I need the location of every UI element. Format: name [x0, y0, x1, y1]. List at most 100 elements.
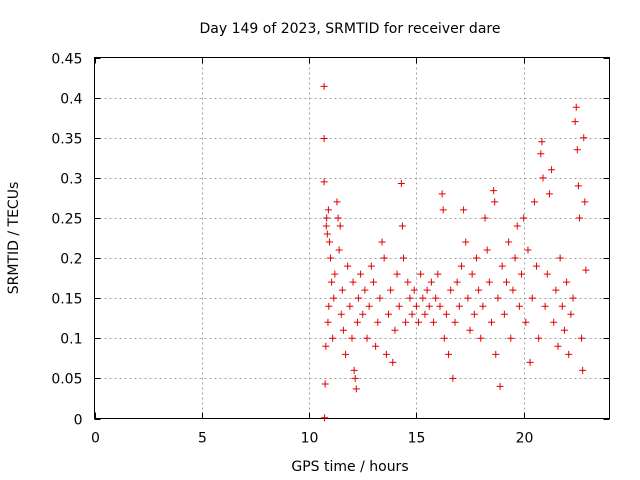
data-point: [378, 238, 386, 246]
data-point: [552, 286, 560, 294]
data-point: [389, 358, 397, 366]
data-point: [543, 270, 551, 278]
data-point: [415, 318, 423, 326]
data-point: [361, 286, 369, 294]
x-tick-label: 20: [516, 431, 534, 447]
data-point: [554, 342, 562, 350]
data-point: [349, 278, 357, 286]
data-point: [466, 326, 474, 334]
data-point: [440, 334, 448, 342]
data-point: [334, 214, 342, 222]
data-point: [457, 262, 465, 270]
data-point: [571, 118, 579, 126]
data-point: [487, 318, 495, 326]
data-point: [404, 278, 412, 286]
plot-area-frame: [94, 57, 610, 419]
data-point: [421, 310, 429, 318]
data-point: [518, 270, 526, 278]
data-point: [494, 294, 502, 302]
x-tick-labels: 0 5 10 15 20: [91, 431, 533, 447]
data-point: [445, 350, 453, 358]
data-point: [500, 310, 508, 318]
data-point: [580, 134, 588, 142]
data-point: [351, 374, 359, 382]
data-point: [575, 214, 583, 222]
data-point: [380, 254, 388, 262]
data-point: [344, 262, 352, 270]
data-point: [515, 302, 523, 310]
data-point: [491, 198, 499, 206]
x-tick-label: 0: [91, 431, 100, 447]
data-point: [329, 334, 337, 342]
y-tick-label: 0.15: [51, 292, 82, 308]
data-point: [507, 334, 515, 342]
data-point: [320, 82, 328, 90]
data-point: [322, 342, 330, 350]
data-point: [325, 302, 333, 310]
data-point: [330, 294, 338, 302]
data-point: [325, 238, 333, 246]
data-point: [425, 302, 433, 310]
data-point: [451, 318, 459, 326]
chart-title: Day 149 of 2023, SRMTID for receiver dar…: [200, 21, 501, 37]
data-point: [579, 366, 587, 374]
data-point: [391, 326, 399, 334]
data-point: [453, 278, 461, 286]
data-point: [322, 222, 330, 230]
data-point: [522, 318, 530, 326]
data-point: [455, 302, 463, 310]
y-tick-label: 0.2: [60, 252, 82, 268]
data-point: [423, 286, 431, 294]
data-point: [357, 270, 365, 278]
data-point: [348, 334, 356, 342]
data-point: [410, 286, 418, 294]
data-point: [412, 302, 420, 310]
data-point: [434, 270, 442, 278]
data-point: [505, 238, 513, 246]
data-point: [336, 222, 344, 230]
y-tick-labels: 0 0.05 0.1 0.15 0.2 0.25 0.3 0.35 0.4 0.45: [51, 52, 82, 429]
data-point: [393, 270, 401, 278]
data-point: [333, 198, 341, 206]
data-point: [537, 150, 545, 158]
y-axis-ticks: [94, 58, 610, 420]
data-point: [382, 350, 390, 358]
data-point: [363, 334, 371, 342]
data-point: [406, 294, 414, 302]
data-point: [472, 254, 480, 262]
data-point: [395, 302, 403, 310]
data-point: [485, 278, 493, 286]
data-point: [376, 294, 384, 302]
data-point: [520, 214, 528, 222]
y-tick-label: 0: [74, 413, 83, 429]
data-point: [402, 318, 410, 326]
data-point: [496, 382, 504, 390]
data-point: [563, 278, 571, 286]
data-point: [320, 178, 328, 186]
data-point: [365, 302, 373, 310]
data-point: [447, 286, 455, 294]
data-point: [573, 146, 581, 154]
x-tick-label: 10: [301, 431, 319, 447]
data-point: [538, 138, 546, 146]
y-tick-label: 0.25: [51, 212, 82, 228]
data-point: [556, 254, 564, 262]
y-tick-label: 0.45: [51, 52, 82, 68]
data-point: [528, 294, 536, 302]
data-point: [483, 246, 491, 254]
data-point: [369, 278, 377, 286]
data-point: [352, 385, 360, 393]
data-point: [498, 262, 506, 270]
data-point: [475, 286, 483, 294]
data-point: [511, 254, 519, 262]
x-axis-ticks: [95, 57, 525, 419]
data-point: [354, 294, 362, 302]
data-point: [427, 278, 435, 286]
data-point: [490, 187, 498, 195]
data-point: [321, 380, 329, 388]
data-point: [572, 103, 580, 111]
data-point: [470, 310, 478, 318]
data-point: [567, 310, 575, 318]
grid-lines: [94, 57, 610, 419]
data-point: [408, 310, 416, 318]
